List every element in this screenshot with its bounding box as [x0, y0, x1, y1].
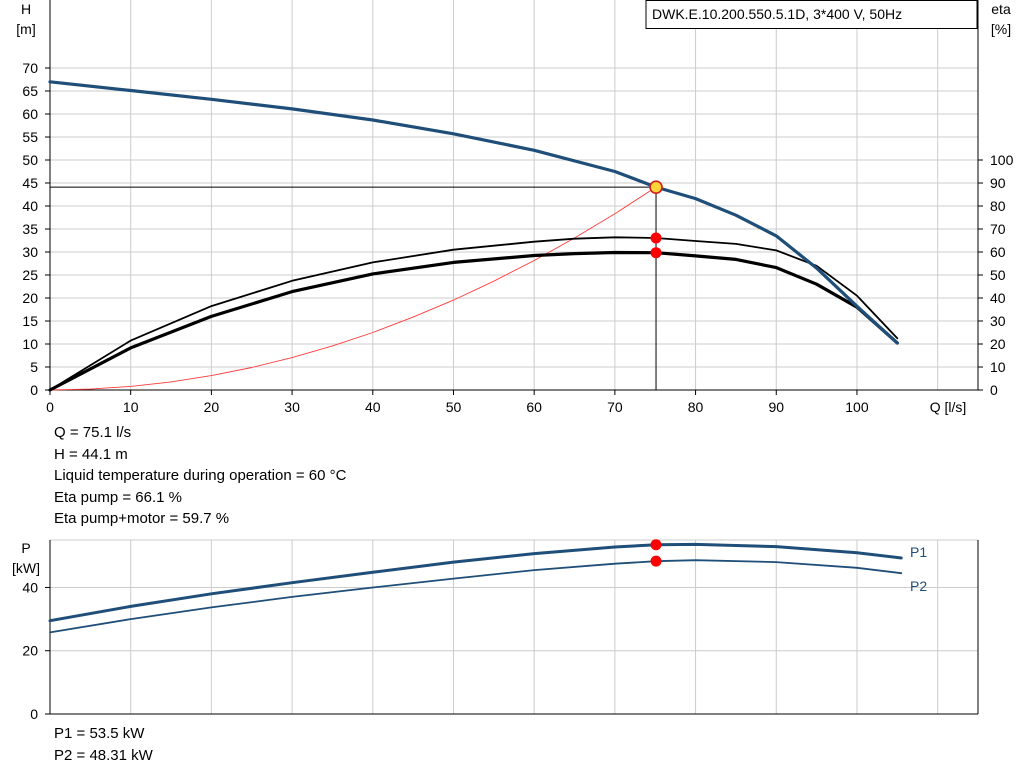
- y2-tick-label: 10: [990, 359, 1006, 375]
- eta-pump-marker: [650, 232, 662, 244]
- operating-point-marker: [649, 180, 663, 194]
- power-info: P1 = 53.5 kW P2 = 48.31 kW: [54, 723, 153, 766]
- x-tick-label: 80: [688, 399, 704, 415]
- y2-tick-label: 30: [990, 313, 1006, 329]
- y2-tick-label: 80: [990, 198, 1006, 214]
- p2-marker: [650, 555, 662, 567]
- info-liquid-temperature: Liquid temperature during operation = 60…: [54, 467, 347, 484]
- x-tick-label: 10: [123, 399, 139, 415]
- info-p1: P1 = 53.5 kW: [54, 725, 145, 742]
- p-y-tick-label: 0: [30, 706, 38, 722]
- y2-axis-unit: [%]: [991, 21, 1011, 37]
- y-tick-label: 65: [22, 83, 38, 99]
- x-tick-label: 90: [768, 399, 784, 415]
- p-y-tick-label: 20: [22, 643, 38, 659]
- p1-marker: [650, 539, 662, 551]
- y-tick-label: 30: [22, 244, 38, 260]
- p2-label: P2: [910, 578, 927, 594]
- p1-curve: [48, 542, 903, 623]
- y2-tick-label: 100: [990, 152, 1014, 168]
- system-curve-curve: [49, 186, 657, 391]
- y-tick-label: 15: [22, 313, 38, 329]
- x-tick-label: 100: [845, 399, 869, 415]
- eta-pump-curve: [49, 236, 899, 391]
- info-flow: Q = 75.1 l/s: [54, 424, 132, 441]
- y-tick-label: 60: [22, 106, 38, 122]
- x-tick-label: 70: [607, 399, 623, 415]
- y-tick-label: 0: [30, 382, 38, 398]
- y2-axis-label: eta: [991, 1, 1011, 17]
- y2-tick-label: 70: [990, 221, 1006, 237]
- y2-tick-label: 0: [990, 382, 998, 398]
- info-head: H = 44.1 m: [54, 445, 128, 463]
- info-eta-pump-motor: Eta pump+motor = 59.7 %: [54, 510, 230, 527]
- info-eta-pump: Eta pump = 66.1 %: [54, 488, 182, 506]
- p2-curve: [49, 559, 903, 634]
- x-axis-label: Q [l/s]: [930, 399, 967, 415]
- eta-pump-motor-marker: [650, 247, 662, 259]
- x-tick-label: 60: [526, 399, 542, 415]
- y-tick-label: 45: [22, 175, 38, 191]
- x-tick-label: 50: [446, 399, 462, 415]
- y-tick-label: 50: [22, 152, 38, 168]
- p-y-tick-label: 40: [22, 579, 38, 595]
- x-tick-label: 20: [204, 399, 220, 415]
- y-tick-label: 10: [22, 336, 38, 352]
- y-tick-label: 5: [30, 359, 38, 375]
- p1-label: P1: [910, 544, 927, 560]
- x-tick-label: 0: [46, 399, 54, 415]
- info-p2: P2 = 48.31 kW: [54, 746, 153, 764]
- y2-tick-label: 90: [990, 175, 1006, 191]
- power-chart: 0 20 40 P [kW] P2 P1: [12, 539, 979, 722]
- chart-title: DWK.E.10.200.550.5.1D, 3*400 V, 50Hz: [652, 6, 902, 22]
- eta-pump-motor-curve: [48, 250, 899, 392]
- y2-tick-label: 20: [990, 336, 1006, 352]
- head-chart: 0 10 20 30 40 50 60 70 80 90 100051015202530354045…: [16, 0, 1014, 415]
- title-box: [645, 0, 978, 29]
- y-tick-label: 25: [22, 267, 38, 283]
- y-axis-unit: [m]: [16, 21, 35, 37]
- y2-tick-label: 40: [990, 290, 1006, 306]
- y-tick-label: 70: [22, 60, 38, 76]
- y-tick-label: 40: [22, 198, 38, 214]
- y-tick-label: 35: [22, 221, 38, 237]
- x-tick-label: 40: [365, 399, 381, 415]
- y-axis-label: H: [21, 1, 31, 17]
- y2-tick-label: 60: [990, 244, 1006, 260]
- operating-point-info: Q = 75.1 l/s H = 44.1 m Liquid temperatu…: [54, 422, 346, 530]
- head-curve: [48, 80, 899, 345]
- y-tick-label: 55: [22, 129, 38, 145]
- x-tick-label: 30: [284, 399, 300, 415]
- y2-tick-label: 50: [990, 267, 1006, 283]
- y-tick-label: 20: [22, 290, 38, 306]
- p-axis-unit: [kW]: [12, 560, 40, 576]
- p-axis-label: P: [21, 540, 30, 556]
